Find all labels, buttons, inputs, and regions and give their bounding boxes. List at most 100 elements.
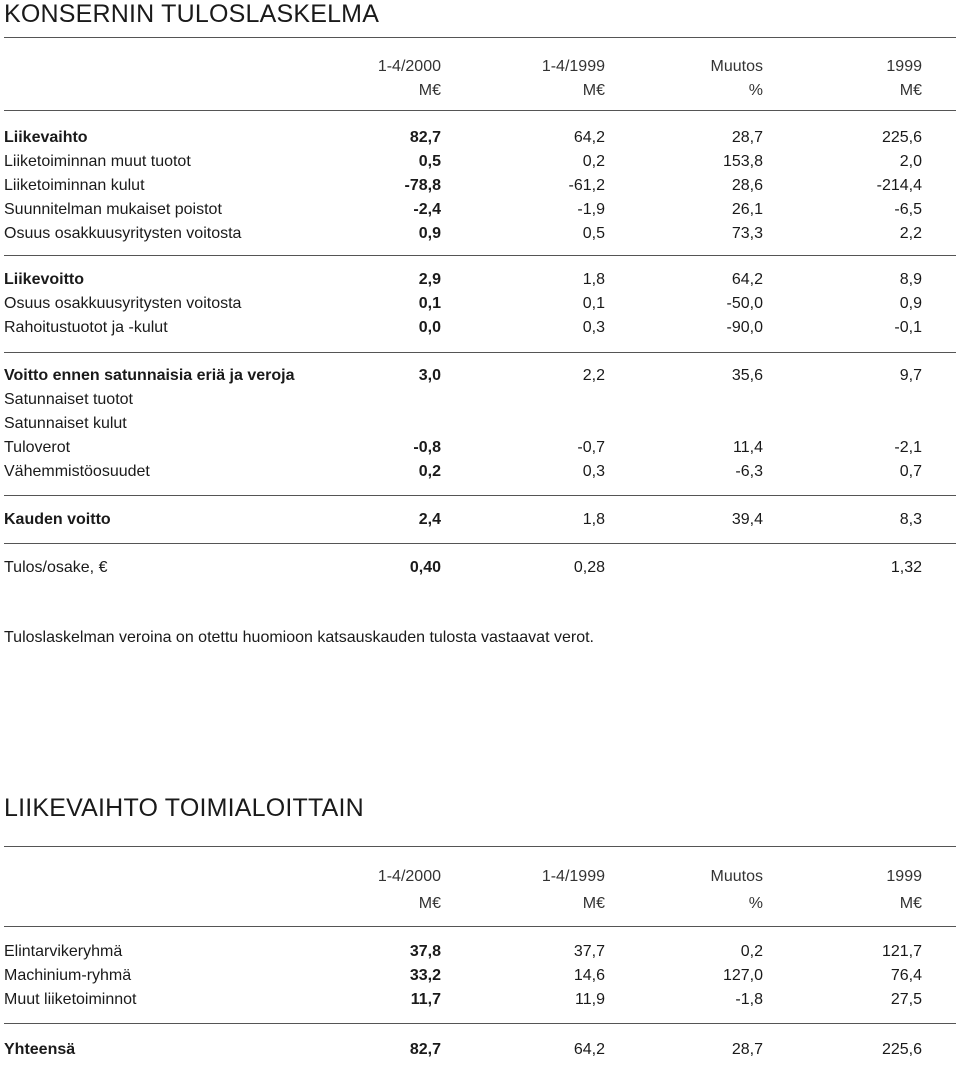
row-label: Liiketoiminnan kulut — [4, 177, 145, 194]
value-change: -6,3 — [735, 463, 763, 480]
value-1999: -2,1 — [894, 439, 922, 456]
row-label: Osuus osakkuusyritysten voitosta — [4, 295, 242, 312]
segment-revenue-title: LIIKEVAIHTO TOIMIALOITTAIN — [4, 794, 364, 822]
row-label: Satunnaiset tuotot — [4, 391, 133, 408]
header-col-2: 1-4/1999 — [541, 58, 605, 75]
table-row: Osuus osakkuusyritysten voitosta 0,1 0,1… — [0, 292, 960, 316]
value-1999-period: 2,2 — [582, 367, 605, 384]
value-1999-period: -1,9 — [577, 201, 605, 218]
value-1999-period: 0,5 — [582, 225, 605, 242]
value-2000: 2,4 — [418, 511, 441, 528]
value-change: 153,8 — [722, 153, 763, 170]
row-label: Liikevoitto — [4, 271, 85, 288]
header-col-2: 1-4/1999 — [541, 868, 605, 885]
value-1999-period: 37,7 — [573, 943, 605, 960]
header-col-3: Muutos — [710, 58, 763, 75]
value-2000: 37,8 — [409, 943, 441, 960]
value-change: 28,7 — [731, 1041, 763, 1058]
row-label: Vähemmistöosuudet — [4, 463, 150, 480]
value-1999: 2,0 — [899, 153, 922, 170]
value-1999-period: 64,2 — [573, 1041, 605, 1058]
income-header-units: M€ M€ % M€ — [0, 79, 960, 103]
table-row: Elintarvikeryhmä 37,8 37,7 0,2 121,7 — [0, 940, 960, 964]
value-change: 0,2 — [740, 943, 763, 960]
header-rule — [4, 926, 956, 927]
section-rule — [4, 255, 956, 256]
row-label: Liiketoiminnan muut tuotot — [4, 153, 191, 170]
value-1999-period: 0,28 — [573, 559, 605, 576]
table-row: Rahoitustuotot ja -kulut 0,0 0,3 -90,0 -… — [0, 316, 960, 340]
row-label: Suunnitelman mukaiset poistot — [4, 201, 222, 218]
value-2000: 0,5 — [418, 153, 441, 170]
section-rule — [4, 352, 956, 353]
table-row: Liikevaihto 82,7 64,2 28,7 225,6 — [0, 126, 960, 150]
unit-col-1: M€ — [418, 82, 441, 99]
row-label: Muut liiketoiminnot — [4, 991, 137, 1008]
header-col-4: 1999 — [886, 868, 922, 885]
value-2000: 0,1 — [418, 295, 441, 312]
value-1999-period: 1,8 — [582, 511, 605, 528]
header-col-1: 1-4/2000 — [377, 58, 441, 75]
unit-col-4: M€ — [899, 895, 922, 912]
value-2000: 0,2 — [418, 463, 441, 480]
table-row: Liiketoiminnan muut tuotot 0,5 0,2 153,8… — [0, 150, 960, 174]
value-2000: 3,0 — [418, 367, 441, 384]
value-change: -90,0 — [726, 319, 763, 336]
unit-col-1: M€ — [418, 895, 441, 912]
value-change: 39,4 — [731, 511, 763, 528]
value-1999: 76,4 — [890, 967, 922, 984]
table-row: Kauden voitto 2,4 1,8 39,4 8,3 — [0, 508, 960, 532]
value-1999: 0,9 — [899, 295, 922, 312]
header-rule — [4, 110, 956, 111]
value-1999: 2,2 — [899, 225, 922, 242]
income-statement-title: KONSERNIN TULOSLASKELMA — [4, 0, 380, 28]
value-1999-period: 14,6 — [573, 967, 605, 984]
value-2000: -0,8 — [413, 439, 441, 456]
title-rule — [4, 846, 956, 847]
row-label: Yhteensä — [4, 1041, 76, 1058]
value-change: 26,1 — [731, 201, 763, 218]
table-row: Voitto ennen satunnaisia eriä ja veroja … — [0, 364, 960, 388]
section-rule — [4, 495, 956, 496]
table-row: Tulos/osake, € 0,40 0,28 1,32 — [0, 556, 960, 580]
value-change: 11,4 — [733, 439, 763, 456]
unit-col-2: M€ — [582, 82, 605, 99]
value-2000: 0,40 — [409, 559, 441, 576]
value-2000: -2,4 — [413, 201, 441, 218]
table-row: Liikevoitto 2,9 1,8 64,2 8,9 — [0, 268, 960, 292]
total-rule — [4, 1023, 956, 1024]
row-label: Kauden voitto — [4, 511, 111, 528]
value-change: 28,7 — [731, 129, 763, 146]
value-1999-period: 0,3 — [582, 319, 605, 336]
value-2000: 0,9 — [418, 225, 441, 242]
value-1999-period: 0,3 — [582, 463, 605, 480]
tax-footnote: Tuloslaskelman veroina on otettu huomioo… — [4, 629, 594, 646]
unit-col-4: M€ — [899, 82, 922, 99]
table-row: Liiketoiminnan kulut -78,8 -61,2 28,6 -2… — [0, 174, 960, 198]
value-change: -50,0 — [726, 295, 763, 312]
section-rule — [4, 543, 956, 544]
value-1999: 225,6 — [881, 1041, 922, 1058]
value-1999: 121,7 — [881, 943, 922, 960]
table-row: Satunnaiset kulut — [0, 412, 960, 436]
header-col-3: Muutos — [710, 868, 763, 885]
unit-col-3: % — [748, 895, 763, 912]
header-col-1: 1-4/2000 — [377, 868, 441, 885]
value-1999-period: 64,2 — [573, 129, 605, 146]
unit-col-2: M€ — [582, 895, 605, 912]
value-1999: -214,4 — [876, 177, 922, 194]
value-1999: 1,32 — [890, 559, 922, 576]
value-1999-period: 1,8 — [582, 271, 605, 288]
value-2000: 82,7 — [409, 129, 441, 146]
row-label: Rahoitustuotot ja -kulut — [4, 319, 168, 336]
value-1999-period: 0,1 — [582, 295, 605, 312]
value-2000: -78,8 — [404, 177, 441, 194]
table-row: Machinium-ryhmä 33,2 14,6 127,0 76,4 — [0, 964, 960, 988]
row-label: Tuloverot — [4, 439, 71, 456]
value-1999-period: 0,2 — [582, 153, 605, 170]
table-row: Osuus osakkuusyritysten voitosta 0,9 0,5… — [0, 222, 960, 246]
value-1999-period: 11,9 — [575, 991, 605, 1008]
row-label: Machinium-ryhmä — [4, 967, 132, 984]
table-row: Tuloverot -0,8 -0,7 11,4 -2,1 — [0, 436, 960, 460]
table-row-total: Yhteensä 82,7 64,2 28,7 225,6 — [0, 1038, 960, 1062]
